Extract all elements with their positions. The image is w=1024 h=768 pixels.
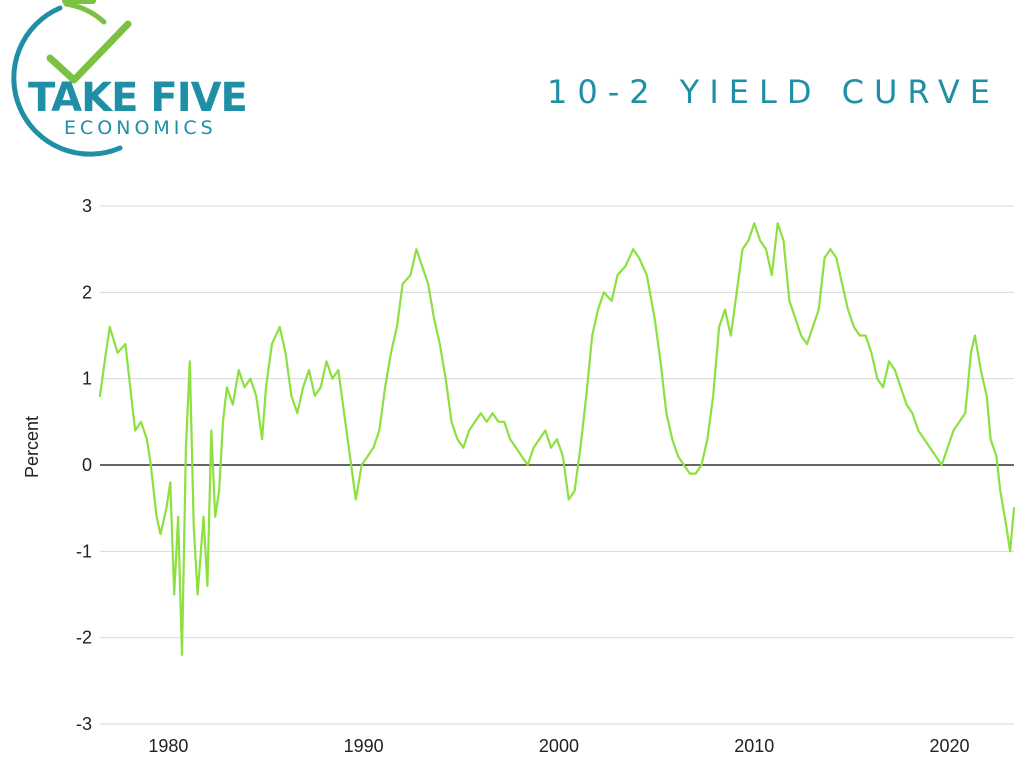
y-tick-label: -3 <box>76 714 92 734</box>
y-tick-label: 3 <box>82 196 92 216</box>
x-tick-label: 1990 <box>344 736 384 756</box>
y-axis-ticks: -3 -2 -1 0 1 2 3 <box>76 196 92 734</box>
chart-title: 10-2 YIELD CURVE <box>547 73 1000 111</box>
grid-lines <box>100 205 1014 725</box>
y-tick-label: 1 <box>82 369 92 389</box>
series-layer <box>98 222 1016 656</box>
y-tick-label: 2 <box>82 282 92 302</box>
y-tick-label: -2 <box>76 628 92 648</box>
logo-name: TAKE FIVE <box>28 75 248 121</box>
x-tick-label: 2000 <box>539 736 579 756</box>
y-tick-label: 0 <box>82 455 92 475</box>
y-tick-label: -1 <box>76 541 92 561</box>
stopwatch-logo-icon <box>11 0 132 157</box>
x-tick-label: 2010 <box>734 736 774 756</box>
series-line <box>98 222 1016 656</box>
x-axis-ticks: 1980 1990 2000 2010 2020 <box>148 736 969 756</box>
y-axis-label: Percent <box>22 416 42 478</box>
take-five-economics-logo: TAKE FIVE ECONOMICS <box>0 0 300 175</box>
x-tick-label: 1980 <box>148 736 188 756</box>
logo-subtitle: ECONOMICS <box>64 117 217 139</box>
x-tick-label: 2020 <box>930 736 970 756</box>
